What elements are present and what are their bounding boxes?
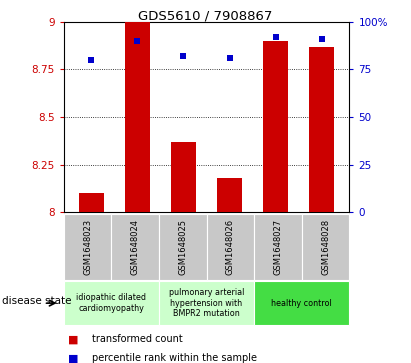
Text: percentile rank within the sample: percentile rank within the sample bbox=[92, 353, 257, 363]
Bar bbox=[217, 178, 242, 212]
Bar bbox=[125, 22, 150, 212]
Text: transformed count: transformed count bbox=[92, 334, 183, 344]
Bar bbox=[79, 193, 104, 212]
Bar bbox=[171, 142, 196, 212]
Text: ■: ■ bbox=[68, 334, 79, 344]
Bar bbox=[309, 46, 335, 212]
Text: GSM1648025: GSM1648025 bbox=[178, 219, 187, 275]
Text: GSM1648026: GSM1648026 bbox=[226, 219, 235, 275]
Text: GSM1648023: GSM1648023 bbox=[83, 219, 92, 275]
Text: GSM1648024: GSM1648024 bbox=[131, 219, 140, 275]
Text: disease state: disease state bbox=[2, 296, 72, 306]
Text: GSM1648028: GSM1648028 bbox=[321, 219, 330, 275]
Text: GDS5610 / 7908867: GDS5610 / 7908867 bbox=[139, 9, 272, 22]
Text: idiopathic dilated
cardiomyopathy: idiopathic dilated cardiomyopathy bbox=[76, 293, 146, 313]
Bar bbox=[263, 41, 288, 212]
Text: healthy control: healthy control bbox=[271, 299, 332, 307]
Text: GSM1648027: GSM1648027 bbox=[273, 219, 282, 275]
Text: pulmonary arterial
hypertension with
BMPR2 mutation: pulmonary arterial hypertension with BMP… bbox=[169, 288, 244, 318]
Text: ■: ■ bbox=[68, 353, 79, 363]
